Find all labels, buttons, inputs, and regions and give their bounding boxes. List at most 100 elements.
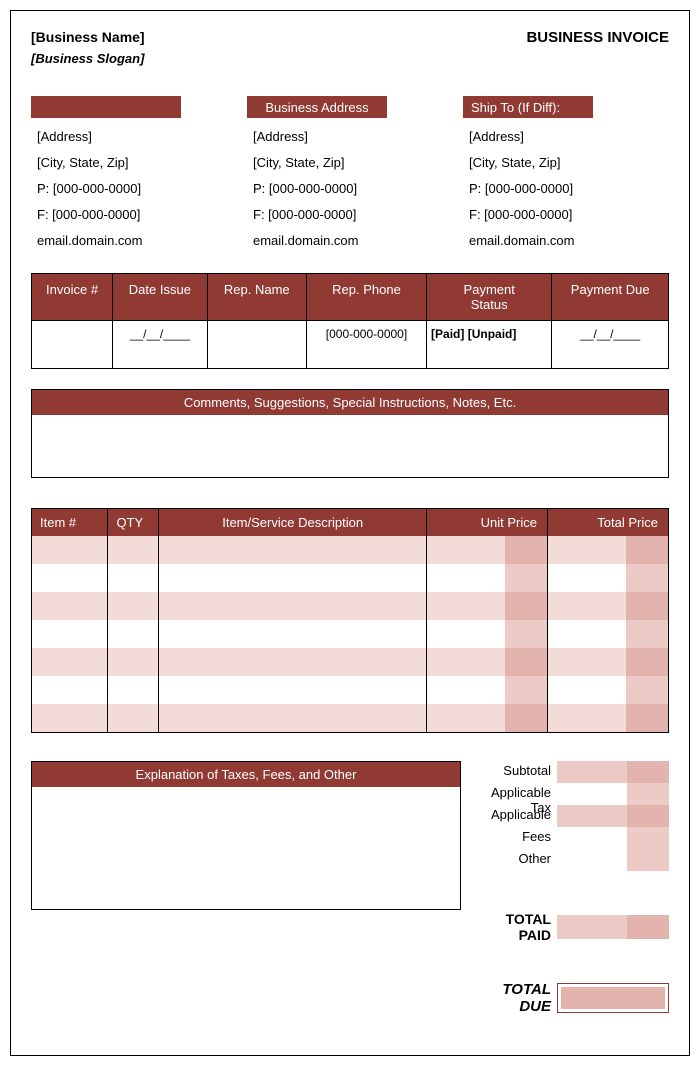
- items-cell[interactable]: [426, 704, 547, 732]
- items-cell[interactable]: [32, 536, 108, 564]
- items-cell[interactable]: [159, 564, 427, 592]
- items-cell[interactable]: [32, 564, 108, 592]
- items-cell[interactable]: [547, 592, 668, 620]
- items-cell[interactable]: [108, 564, 159, 592]
- meta-cell[interactable]: [Paid] [Unpaid]: [427, 321, 552, 369]
- address-line: [Address]: [463, 129, 669, 144]
- items-cell[interactable]: [32, 592, 108, 620]
- totals-label: Subtotal: [481, 761, 557, 783]
- explain-body[interactable]: [32, 787, 460, 909]
- price-band: [626, 620, 668, 648]
- meta-table: Invoice #Date IssueRep. NameRep. PhonePa…: [31, 273, 669, 369]
- totals-value-cell[interactable]: [557, 849, 627, 871]
- items-cell[interactable]: [547, 536, 668, 564]
- price-band: [626, 676, 668, 704]
- totals-band: [627, 783, 669, 805]
- items-cell[interactable]: [426, 676, 547, 704]
- items-cell[interactable]: [159, 648, 427, 676]
- totals-row: Applicable: [481, 805, 669, 827]
- items-cell[interactable]: [108, 676, 159, 704]
- price-band: [505, 564, 547, 592]
- totals-row: Subtotal: [481, 761, 669, 783]
- totals-value-cell[interactable]: [557, 783, 627, 805]
- total-paid-value[interactable]: [557, 915, 627, 939]
- price-band: [505, 536, 547, 564]
- business-slogan: [Business Slogan]: [31, 51, 145, 66]
- totals-value-cell[interactable]: [557, 805, 627, 827]
- items-cell[interactable]: [547, 704, 668, 732]
- totals-column: SubtotalApplicable TaxApplicableFeesOthe…: [481, 761, 669, 1017]
- total-due-label: TOTAL DUE: [481, 979, 557, 1017]
- meta-col-header: Payment Due: [552, 274, 669, 321]
- items-cell[interactable]: [547, 648, 668, 676]
- items-cell[interactable]: [32, 704, 108, 732]
- items-cell[interactable]: [108, 704, 159, 732]
- address-line: [Address]: [31, 129, 237, 144]
- totals-row: Fees: [481, 827, 669, 849]
- address-header: [31, 96, 181, 118]
- items-cell[interactable]: [159, 620, 427, 648]
- price-band: [505, 704, 547, 732]
- items-cell[interactable]: [159, 676, 427, 704]
- items-cell[interactable]: [32, 620, 108, 648]
- total-paid-label: TOTAL PAID: [481, 909, 557, 945]
- price-band: [626, 648, 668, 676]
- items-cell[interactable]: [108, 536, 159, 564]
- total-due-row: TOTAL DUE: [481, 979, 669, 1017]
- items-col-header: Item/Service Description: [159, 509, 427, 537]
- items-cell[interactable]: [159, 704, 427, 732]
- totals-label: Applicable: [481, 805, 557, 827]
- meta-col-header: Rep. Phone: [306, 274, 426, 321]
- address-line: [Address]: [247, 129, 453, 144]
- meta-cell[interactable]: [32, 321, 113, 369]
- address-line: F: [000-000-0000]: [463, 207, 669, 222]
- price-band: [505, 620, 547, 648]
- address-header: Business Address: [247, 96, 387, 118]
- items-cell[interactable]: [426, 620, 547, 648]
- address-line: F: [000-000-0000]: [247, 207, 453, 222]
- items-cell[interactable]: [159, 536, 427, 564]
- total-due-box[interactable]: [557, 983, 669, 1013]
- items-cell[interactable]: [108, 620, 159, 648]
- price-band: [626, 704, 668, 732]
- totals-value-cell[interactable]: [557, 827, 627, 849]
- table-row: [32, 564, 669, 592]
- address-line: P: [000-000-0000]: [247, 181, 453, 196]
- comments-body[interactable]: [32, 415, 668, 477]
- totals-value-cell[interactable]: [557, 761, 627, 783]
- address-block-2: Ship To (If Diff):[Address][City, State,…: [463, 96, 669, 248]
- items-cell[interactable]: [426, 648, 547, 676]
- business-identity: [Business Name] [Business Slogan]: [31, 29, 145, 66]
- meta-col-header: Invoice #: [32, 274, 113, 321]
- address-line: F: [000-000-0000]: [31, 207, 237, 222]
- items-cell[interactable]: [426, 536, 547, 564]
- items-cell[interactable]: [547, 564, 668, 592]
- meta-cell[interactable]: __/__/____: [552, 321, 669, 369]
- items-cell[interactable]: [426, 564, 547, 592]
- totals-band: [627, 761, 669, 783]
- meta-col-header: Date Issue: [113, 274, 208, 321]
- items-cell[interactable]: [108, 648, 159, 676]
- meta-cell[interactable]: [000-000-0000]: [306, 321, 426, 369]
- price-band: [626, 536, 668, 564]
- items-cell[interactable]: [547, 620, 668, 648]
- address-header: Ship To (If Diff):: [463, 96, 593, 118]
- items-cell[interactable]: [547, 676, 668, 704]
- address-block-1: Business Address [Address] [City, State, Z…: [247, 96, 453, 248]
- comments-header: Comments, Suggestions, Special Instructi…: [32, 390, 668, 415]
- items-cell[interactable]: [32, 676, 108, 704]
- items-cell[interactable]: [108, 592, 159, 620]
- explain-box: Explanation of Taxes, Fees, and Other: [31, 761, 461, 910]
- address-line: [City, State, Zip]: [247, 155, 453, 170]
- items-cell[interactable]: [426, 592, 547, 620]
- address-line: email.domain.com: [31, 233, 237, 248]
- totals-label: Fees: [481, 827, 557, 849]
- meta-cell[interactable]: __/__/____: [113, 321, 208, 369]
- meta-col-header: PaymentStatus: [427, 274, 552, 321]
- meta-col-header: Rep. Name: [207, 274, 306, 321]
- items-cell[interactable]: [159, 592, 427, 620]
- meta-cell[interactable]: [207, 321, 306, 369]
- price-band: [505, 648, 547, 676]
- total-paid-band: [627, 915, 669, 939]
- items-cell[interactable]: [32, 648, 108, 676]
